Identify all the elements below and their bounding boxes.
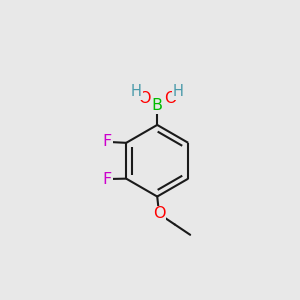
Text: O: O	[153, 206, 165, 221]
Text: F: F	[103, 134, 112, 149]
Text: F: F	[103, 172, 112, 187]
Text: H: H	[172, 84, 183, 99]
Text: H: H	[131, 84, 142, 99]
Text: O: O	[164, 91, 176, 106]
Text: B: B	[152, 98, 163, 113]
Text: O: O	[138, 91, 151, 106]
